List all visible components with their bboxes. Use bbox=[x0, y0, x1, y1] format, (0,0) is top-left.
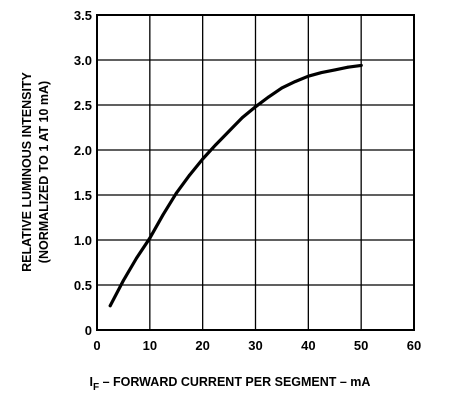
x-axis-title-rest: – FORWARD CURRENT PER SEGMENT – mA bbox=[99, 375, 370, 389]
x-axis-ticks: 0 10 20 30 40 50 60 bbox=[93, 338, 421, 353]
x-tick-label: 50 bbox=[354, 338, 368, 353]
data-point bbox=[320, 71, 323, 74]
y-axis-ticks: 0 0.5 1.0 1.5 2.0 2.5 3.0 3.5 bbox=[74, 8, 92, 338]
grid bbox=[96, 14, 415, 331]
y-tick-label: 2.5 bbox=[74, 98, 92, 113]
data-point bbox=[188, 173, 191, 177]
plot-frame bbox=[96, 14, 415, 331]
data-point bbox=[108, 304, 112, 308]
y-axis-title-line-1: RELATIVE LUMINOUS INTENSITY bbox=[20, 71, 34, 271]
data-point bbox=[293, 80, 297, 83]
series-points bbox=[108, 64, 363, 308]
x-tick-label: 30 bbox=[248, 338, 262, 353]
x-tick-label: 40 bbox=[301, 338, 315, 353]
y-tick-label: 1.0 bbox=[74, 233, 92, 248]
data-point bbox=[161, 213, 165, 217]
x-axis-title-main: I bbox=[90, 375, 93, 389]
data-point bbox=[227, 129, 231, 133]
x-axis-title: IF – FORWARD CURRENT PER SEGMENT – mA bbox=[90, 375, 371, 393]
data-point bbox=[201, 157, 205, 161]
data-point bbox=[254, 105, 257, 109]
x-tick-label: 10 bbox=[143, 338, 157, 353]
data-point bbox=[240, 116, 244, 119]
data-point bbox=[148, 236, 152, 240]
y-tick-label: 0.5 bbox=[74, 278, 92, 293]
y-axis-title-line-2: (NORMALIZED TO 1 AT 10 mA) bbox=[37, 81, 51, 263]
data-point bbox=[280, 86, 284, 90]
y-tick-label: 0 bbox=[85, 323, 92, 338]
y-tick-label: 1.5 bbox=[74, 188, 92, 203]
x-tick-label: 60 bbox=[407, 338, 421, 353]
data-point bbox=[135, 256, 139, 260]
y-tick-label: 2.0 bbox=[74, 143, 92, 158]
x-tick-label: 20 bbox=[195, 338, 209, 353]
data-point bbox=[333, 68, 337, 72]
data-point bbox=[267, 95, 271, 99]
y-tick-label: 3.5 bbox=[74, 8, 92, 23]
data-point bbox=[346, 65, 350, 69]
data-point bbox=[359, 64, 363, 67]
series-line bbox=[108, 63, 363, 308]
data-point bbox=[122, 279, 125, 282]
data-point bbox=[174, 191, 178, 195]
x-axis-title-subscript: F bbox=[93, 382, 99, 393]
y-tick-label: 3.0 bbox=[74, 53, 92, 68]
data-point bbox=[306, 74, 310, 78]
x-tick-label: 0 bbox=[93, 338, 100, 353]
data-point bbox=[214, 143, 218, 147]
